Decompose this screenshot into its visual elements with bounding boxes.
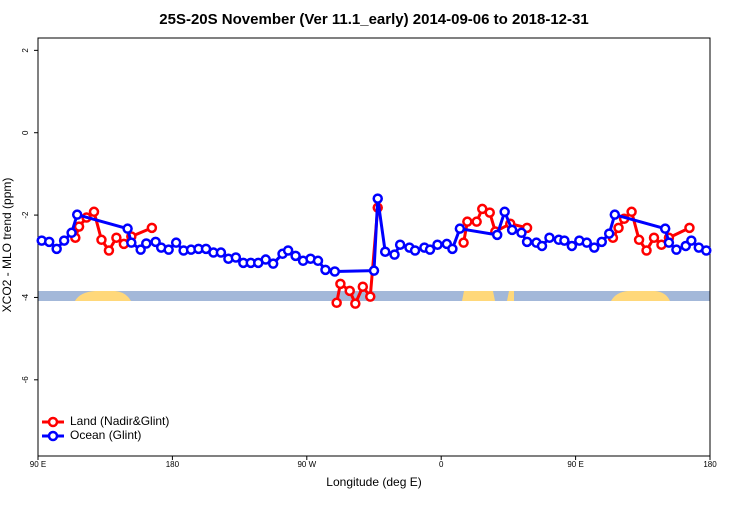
legend-label: Land (Nadir&Glint) <box>70 414 169 428</box>
data-point <box>609 209 621 220</box>
data-point <box>43 236 55 248</box>
data-point <box>536 240 548 252</box>
data-point <box>454 223 466 234</box>
data-point <box>357 281 369 292</box>
data-point <box>282 245 294 256</box>
data-point <box>499 206 510 218</box>
data-point <box>350 298 361 309</box>
data-point <box>566 240 578 252</box>
data-point <box>394 239 406 250</box>
data-point <box>424 244 436 255</box>
data-point <box>215 247 227 258</box>
data-point <box>122 223 133 234</box>
data-point <box>447 243 458 255</box>
legend-label: Ocean (Glint) <box>70 428 141 442</box>
data-point <box>603 228 615 239</box>
data-point <box>379 246 391 257</box>
x-tick-label: 90 E <box>567 460 583 469</box>
data-point <box>581 237 593 248</box>
data-point <box>491 229 503 241</box>
x-tick-label: 0 <box>439 460 444 469</box>
legend-marker <box>47 416 59 428</box>
data-point <box>613 222 624 234</box>
data-point <box>111 232 122 243</box>
data-point <box>312 255 324 267</box>
data-point <box>684 222 695 234</box>
data-point <box>409 245 421 256</box>
data-point <box>671 244 682 255</box>
chart-title: 25S-20S November (Ver 11.1_early) 2014-0… <box>159 11 588 28</box>
land-patch <box>611 291 670 301</box>
data-point <box>389 249 400 260</box>
data-point <box>626 206 637 218</box>
data-point <box>506 224 518 236</box>
data-point <box>458 237 469 248</box>
data-point <box>88 206 100 218</box>
data-point <box>344 285 355 297</box>
data-point <box>641 245 652 256</box>
data-point <box>544 232 555 243</box>
y-tick-label: -2 <box>21 211 30 219</box>
x-tick-label: 90 W <box>297 460 316 469</box>
data-point <box>320 264 331 276</box>
x-tick-label: 180 <box>703 460 717 469</box>
data-point <box>96 234 107 246</box>
data-point <box>170 237 182 248</box>
data-point <box>372 193 383 204</box>
legend: Land (Nadir&Glint)Ocean (Glint) <box>42 414 169 442</box>
data-point <box>163 244 174 255</box>
x-tick-label: 180 <box>166 460 180 469</box>
data-point <box>686 235 697 246</box>
land-patch <box>462 291 495 301</box>
data-point <box>432 239 443 250</box>
data-point <box>141 238 152 249</box>
land-patch <box>507 291 514 301</box>
data-point <box>516 227 527 239</box>
data-point <box>260 254 271 265</box>
data-point <box>66 227 77 239</box>
land-patch <box>75 291 131 301</box>
data-point <box>126 237 137 248</box>
data-point <box>648 232 660 243</box>
y-tick-label: -6 <box>21 376 30 384</box>
legend-marker <box>47 430 59 442</box>
data-point <box>596 236 607 248</box>
y-tick-label: 0 <box>21 130 30 135</box>
data-point <box>230 252 242 263</box>
data-point <box>633 234 645 246</box>
data-point <box>146 222 158 234</box>
data-point <box>71 209 83 220</box>
data-point <box>329 266 341 277</box>
data-point <box>663 237 675 248</box>
data-point <box>659 223 671 234</box>
data-point <box>701 245 712 256</box>
data-point <box>51 243 62 255</box>
data-point <box>73 221 85 232</box>
data-point <box>368 265 380 276</box>
data-point <box>365 291 376 302</box>
data-point <box>484 207 495 218</box>
data-point <box>471 216 482 227</box>
data-point <box>462 216 473 227</box>
y-tick-label: -4 <box>21 293 30 301</box>
y-tick-label: 2 <box>21 48 30 53</box>
x-axis-label: Longitude (deg E) <box>326 475 421 489</box>
x-tick-label: 90 E <box>30 460 46 469</box>
data-point <box>58 235 70 246</box>
data-point <box>521 236 533 248</box>
data-point <box>559 235 570 246</box>
y-axis-label: XCO2 - MLO trend (ppm) <box>0 178 14 313</box>
data-point <box>331 297 342 309</box>
data-point <box>267 258 279 269</box>
data-point <box>589 242 600 253</box>
data-point <box>335 278 346 290</box>
data-point <box>103 245 115 256</box>
data-point <box>290 250 301 262</box>
data-point <box>135 244 146 255</box>
